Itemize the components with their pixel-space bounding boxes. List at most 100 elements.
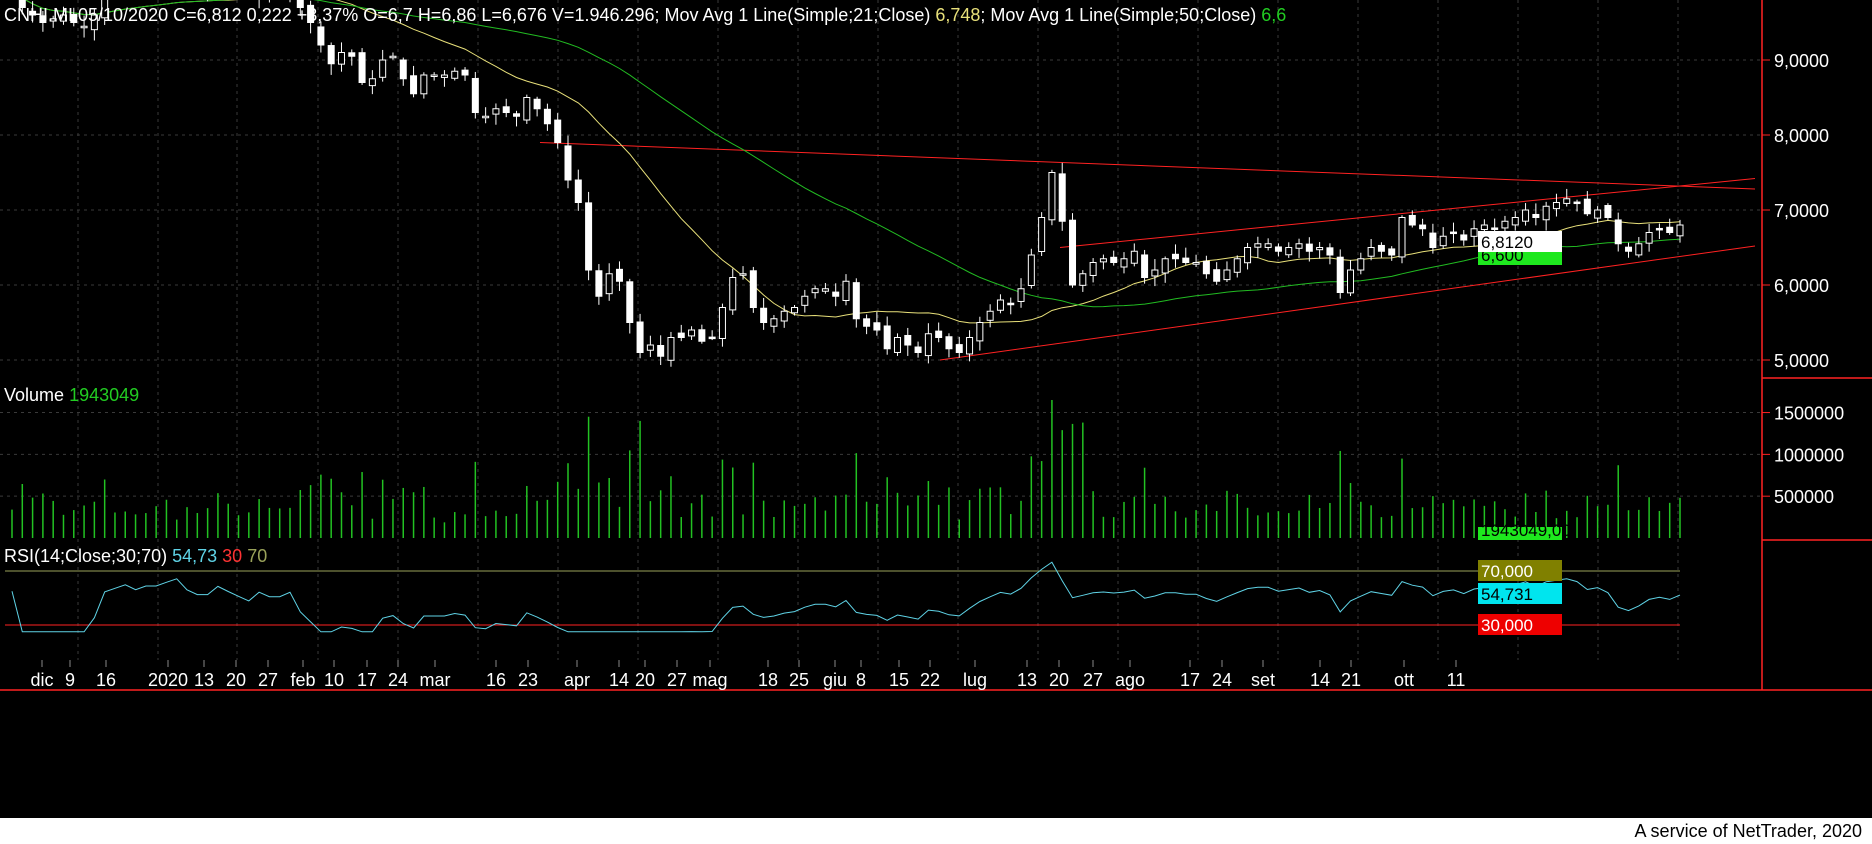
volume-axis-label: 500000 [1774, 487, 1834, 507]
volume-value: 1943049 [69, 385, 139, 405]
candle-body [18, 0, 26, 8]
price-axis-label: 8,0000 [1774, 126, 1829, 146]
footer-text: A service of NetTrader, 2020 [1634, 821, 1862, 841]
candle-body [1048, 172, 1056, 221]
date: 05/10/2020 [78, 5, 168, 25]
rsi-low-badge-text: 30,000 [1481, 616, 1533, 635]
ma50-value: 6,6 [1261, 5, 1286, 25]
candle-body [451, 70, 459, 79]
candle-body [348, 52, 356, 57]
x-axis-label: 24 [388, 670, 408, 690]
candle-body [317, 26, 325, 46]
candle-body [399, 59, 407, 80]
candle-body [801, 295, 809, 306]
x-axis-label: 23 [518, 670, 538, 690]
candle-body [955, 344, 963, 354]
rsi-panel [5, 561, 1681, 633]
quote-text: C=6,812 0,222 +3,37% O=6,7 H=6,86 L=6,67… [173, 5, 654, 25]
candle-body [1480, 224, 1488, 231]
candle-body [513, 113, 521, 117]
x-axis-label: 14 [609, 670, 629, 690]
candle-body [1110, 256, 1118, 264]
x-axis-label: 10 [324, 670, 344, 690]
candle-body [1594, 209, 1602, 219]
candle-body [430, 74, 438, 77]
candle-body [760, 307, 768, 324]
candle-body [1192, 262, 1200, 265]
x-axis-label: 20 [1049, 670, 1069, 690]
candle-body [1645, 232, 1653, 244]
x-axis-label: 20 [635, 670, 655, 690]
candle-body [1058, 173, 1066, 222]
candle-body [1573, 201, 1581, 205]
candle-body [1027, 254, 1035, 286]
x-axis-label: 20 [226, 670, 246, 690]
rsi-header: RSI(14;Close;30;70) 54,73 30 70 [4, 546, 267, 566]
symbol: CNHI.MI [4, 5, 73, 25]
candle-body [1038, 217, 1046, 253]
candle-body [1676, 224, 1684, 237]
candle-body [1233, 258, 1241, 273]
x-axis-label: 9 [65, 670, 75, 690]
candle-body [1398, 217, 1406, 258]
candle-body [1141, 254, 1149, 278]
x-axis-label: 21 [1341, 670, 1361, 690]
support-trendline [939, 245, 1756, 361]
rsi-low-badge-bg [1478, 614, 1562, 635]
chart-header: CNHI.MI 05/10/2020 C=6,812 0,222 +3,37% … [4, 5, 1286, 25]
candle-body [657, 345, 665, 357]
right-axis: 10,00009,00008,00007,00006,00005,0000150… [0, 0, 1872, 691]
candle-body [59, 14, 67, 22]
volume-header: Volume 1943049 [4, 385, 139, 405]
candle-body [904, 334, 912, 346]
rsi-label: RSI(14;Close;30;70) [4, 546, 167, 566]
candle-body [1429, 232, 1437, 248]
candle-body [1295, 243, 1303, 249]
rsi-low: 30 [222, 546, 242, 566]
candle-body [1460, 234, 1468, 241]
rsi-value: 54,73 [172, 546, 217, 566]
ma50-badge-bg [1478, 248, 1562, 265]
ma21-label: ; Mov Avg 1 Line(Simple;21;Close) [655, 5, 931, 25]
candle-body [770, 318, 778, 327]
candle-body [945, 336, 953, 350]
x-axis-label: 27 [258, 670, 278, 690]
candle-body [49, 18, 57, 22]
volume-label: Volume [4, 385, 64, 405]
x-axis-label: 27 [1083, 670, 1103, 690]
candle-body [883, 325, 891, 350]
candle-body [1254, 243, 1262, 248]
candle-body [595, 270, 603, 297]
candle-body [986, 310, 994, 321]
x-axis-label: 24 [1212, 670, 1232, 690]
price-axis-label: 7,0000 [1774, 201, 1829, 221]
x-axis-label: 27 [667, 670, 687, 690]
ma21-value: 6,748 [935, 5, 980, 25]
candle-body [739, 273, 747, 276]
candle-body [1213, 269, 1221, 282]
candle-body [626, 281, 634, 324]
candle-body [667, 337, 675, 361]
candle-body [307, 4, 315, 24]
candle-body [1244, 247, 1252, 264]
candle-body [1552, 202, 1560, 210]
candle-body [101, 0, 109, 19]
x-axis-label: dic [30, 670, 53, 690]
candle-body [1522, 209, 1530, 222]
x-axis-label: mar [420, 670, 451, 690]
candle-body [749, 270, 757, 308]
candle-body [1408, 214, 1416, 226]
price-badge-text: 6,8120 [1481, 233, 1533, 252]
candle-body [420, 74, 428, 95]
candle-body [358, 52, 366, 83]
candle-body [90, 14, 98, 31]
price-axis-label: 9,0000 [1774, 51, 1829, 71]
rsi-high: 70 [247, 546, 267, 566]
candle-body [1316, 247, 1324, 251]
candle-body [564, 145, 572, 181]
candle-body [1377, 244, 1385, 252]
candle-body [1089, 262, 1097, 276]
footer: A service of NetTrader, 2020 [0, 818, 1872, 844]
x-axis-label: 2020 [148, 670, 188, 690]
